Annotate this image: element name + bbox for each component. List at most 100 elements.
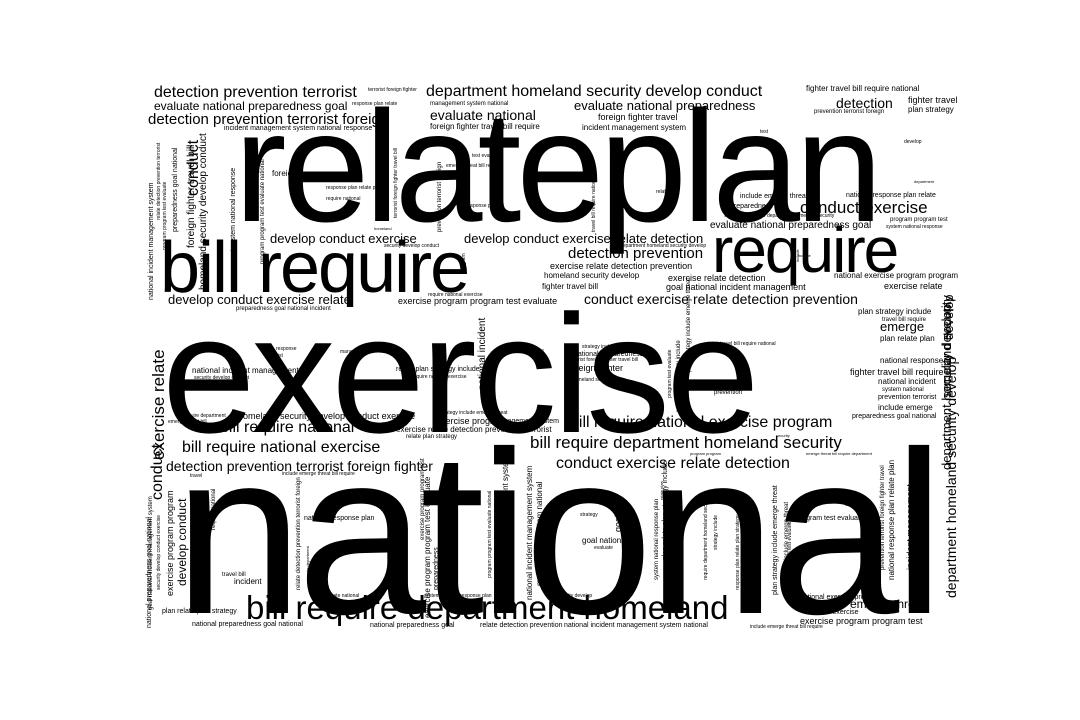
word: management system national response	[230, 167, 237, 290]
word: plan relate plan	[880, 334, 935, 343]
word: management system national	[535, 481, 544, 587]
word: include emerge	[878, 403, 933, 412]
word: terrorist foreign fighter travel bill	[393, 147, 399, 218]
word: emerge threat	[850, 597, 925, 611]
word: homeland security	[572, 377, 613, 383]
word: security develop conduct exercise	[156, 514, 162, 590]
word: require national exercise	[428, 292, 483, 298]
word: national incident management system	[148, 182, 155, 300]
word: emerge threat bill require	[446, 163, 502, 169]
word: goal national	[582, 536, 628, 545]
word: emerge threat bill require department	[806, 451, 872, 456]
word: conduct exercise relate detection preven…	[584, 291, 858, 307]
word: exercise program program test	[800, 616, 923, 626]
word: test evaluate	[472, 153, 501, 159]
word: bill require	[160, 228, 470, 308]
word: relateplan	[234, 79, 883, 255]
word: detection prevention terrorist foreign	[148, 111, 389, 128]
word: conduct exercise relate detection	[556, 455, 790, 472]
word: foreign fighter	[568, 363, 624, 373]
word: travel bill	[222, 572, 246, 578]
word: response plan	[466, 203, 498, 209]
word: travel bill require	[882, 317, 927, 323]
word: fighter travel bill require	[850, 367, 944, 377]
word: evaluate national	[430, 107, 536, 123]
word: national response plan relate plan	[887, 459, 896, 580]
word: foreign fighter travel bill	[186, 144, 197, 248]
word: national exercise program program	[834, 271, 959, 280]
word: national response plan	[304, 515, 375, 522]
word: response plan relate	[352, 101, 398, 107]
word: strategy include	[713, 514, 719, 550]
word: national incident management system nati…	[564, 622, 708, 629]
word: relate plan strategy	[406, 434, 458, 440]
word: department homeland security develop con…	[426, 83, 763, 100]
word: incident management	[905, 483, 915, 570]
word: relate detection prevention	[480, 622, 563, 629]
word: system	[540, 349, 545, 362]
word: conduct	[149, 443, 166, 500]
word: include emerge threat bill require	[750, 624, 823, 630]
word: fighter travel bill	[542, 282, 599, 291]
word: travel bill require national	[720, 341, 776, 347]
word: conduct exercise	[800, 198, 928, 217]
word: national preparedness goal	[545, 521, 551, 582]
word: develop	[941, 294, 956, 340]
word: preparedness goal national	[852, 413, 937, 420]
word: require department homeland	[200, 491, 206, 570]
word: threat	[845, 493, 851, 506]
word: incident management system national resp…	[224, 125, 373, 132]
word: bill require department homeland	[246, 589, 729, 626]
word: system national	[882, 387, 924, 393]
word: require department	[305, 546, 310, 580]
word: prevention terrorist foreign fighter tra…	[880, 465, 886, 570]
word: bill require national	[220, 419, 355, 436]
word: terrorist foreign fighter	[368, 87, 417, 93]
word: bill require department homeland securit…	[530, 433, 842, 452]
word: national preparedness goal	[370, 622, 455, 629]
word: test evaluate national	[312, 593, 360, 599]
word: detection prevention	[568, 245, 704, 262]
word: evaluate national preparedness	[574, 98, 756, 113]
word: prevention terrorist foreign	[814, 109, 885, 115]
word: program program test evaluate	[787, 521, 793, 590]
word: program program test	[890, 217, 948, 223]
word: require department homeland security	[750, 213, 835, 219]
word: national response	[880, 356, 944, 365]
word: program program	[690, 451, 721, 456]
word: include	[798, 253, 811, 258]
word: bill require national exercise	[182, 439, 381, 456]
word: exercise program program test	[420, 458, 426, 540]
word: response plan relate plan	[326, 185, 383, 191]
word: foreign fighter travel bill require	[430, 122, 540, 131]
word: travel bill require national	[591, 176, 597, 232]
word: exercise program program	[165, 490, 175, 596]
word: include	[795, 249, 800, 262]
word: develop conduct exercise relate	[168, 292, 351, 307]
word: national incident	[878, 377, 936, 386]
word: department homeland security develop	[620, 243, 707, 249]
word: program program test evaluate national	[487, 490, 493, 578]
word: include emerge threat	[740, 193, 808, 200]
word: incident	[234, 577, 262, 586]
word: exercise relate	[884, 281, 943, 291]
word: emerge threat bill	[168, 419, 207, 425]
word: exercise	[162, 280, 760, 468]
word: detection	[836, 95, 893, 111]
word: homeland	[374, 226, 392, 231]
word: preparedness goal national	[172, 147, 179, 232]
word: response	[276, 346, 297, 352]
word: national preparedness	[574, 351, 644, 358]
word: management	[340, 349, 370, 355]
word: response plan relate plan strategy	[735, 514, 741, 590]
word: bill require department	[176, 413, 226, 419]
word: program program test evaluate	[162, 181, 168, 250]
word: plan relate plan strategy include	[662, 461, 669, 560]
word: fighter	[724, 210, 747, 219]
word: terrorist	[266, 353, 283, 359]
word: emerge	[880, 319, 925, 334]
word: program	[461, 253, 467, 272]
word: bill require national exercise program	[570, 414, 833, 431]
word: system national response	[886, 224, 943, 230]
